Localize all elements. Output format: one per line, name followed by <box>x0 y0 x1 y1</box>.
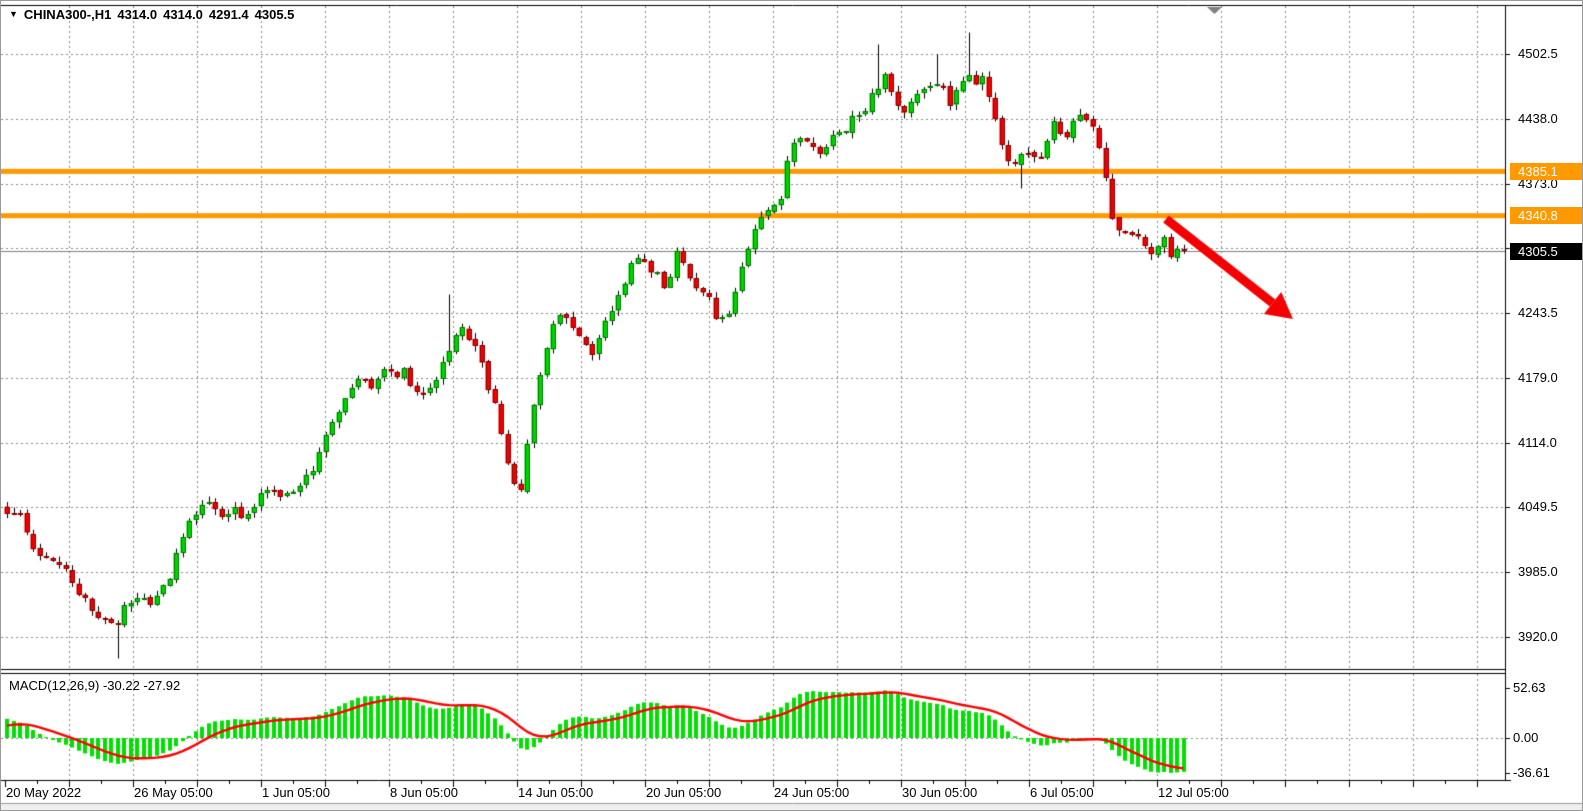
chart-window: ▼ CHINA300-,H1 4314.0 4314.0 4291.4 4305… <box>0 0 1583 811</box>
chart-canvas[interactable] <box>1 1 1582 810</box>
